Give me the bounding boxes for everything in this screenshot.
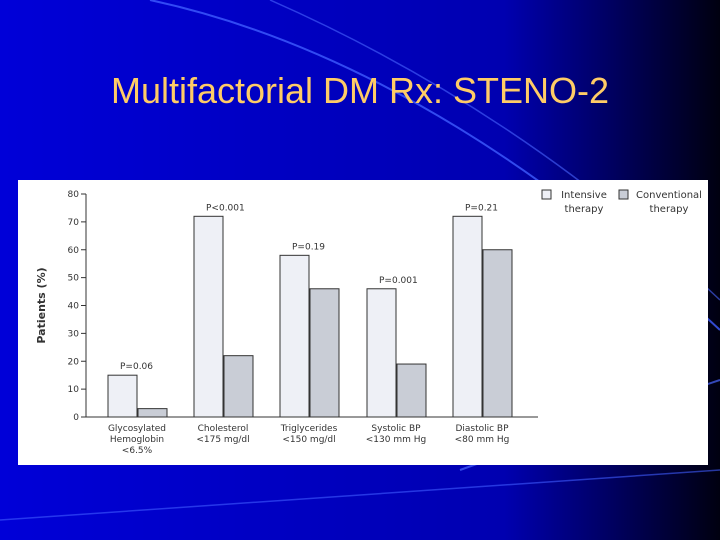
legend-label-intensive: therapy bbox=[565, 204, 604, 215]
y-tick-label: 10 bbox=[68, 385, 80, 395]
p-value-annotation: P=0.06 bbox=[120, 362, 153, 372]
x-tick-label: <175 mg/dl bbox=[196, 435, 249, 445]
chart-panel: 0 10 20 30 40 50 60 70 80 Patients (%) P=0.06 Glyco… bbox=[18, 180, 708, 465]
p-value-annotation: P<0.001 bbox=[206, 203, 245, 213]
x-tick-label: Systolic BP bbox=[371, 424, 421, 434]
y-tick-label: 20 bbox=[68, 357, 80, 367]
decorative-swoosh bbox=[0, 469, 720, 521]
bar-conventional bbox=[396, 363, 427, 418]
bar-intensive bbox=[452, 215, 483, 418]
y-axis-label: Patients (%) bbox=[35, 267, 48, 343]
legend-label-conventional: therapy bbox=[650, 204, 689, 215]
bar-intensive bbox=[279, 254, 310, 418]
bar-intensive bbox=[366, 288, 397, 418]
p-value-annotation: P=0.21 bbox=[465, 203, 498, 213]
y-tick-label: 40 bbox=[68, 302, 80, 312]
legend-swatch-intensive bbox=[541, 189, 552, 200]
bar-conventional bbox=[309, 288, 340, 418]
y-tick-label: 70 bbox=[68, 218, 80, 228]
x-tick-label: Diastolic BP bbox=[455, 424, 509, 434]
x-tick-label: <6.5% bbox=[122, 446, 153, 456]
x-tick-label: <150 mg/dl bbox=[282, 435, 335, 445]
slide-title: Multifactorial DM Rx: STENO-2 bbox=[110, 70, 610, 111]
legend-label-conventional: Conventional bbox=[636, 190, 702, 201]
bar-chart: 0 10 20 30 40 50 60 70 80 Patients (%) P=0.06 Glyco… bbox=[35, 189, 702, 456]
x-tick-label: Glycosylated bbox=[108, 424, 166, 434]
x-tick-label: Hemoglobin bbox=[110, 435, 164, 445]
y-tick-label: 50 bbox=[68, 274, 80, 284]
y-tick-label: 30 bbox=[68, 329, 80, 339]
bar-conventional bbox=[223, 355, 254, 418]
legend-label-intensive: Intensive bbox=[561, 190, 607, 201]
bar-conventional bbox=[137, 408, 168, 418]
p-value-annotation: P=0.19 bbox=[292, 242, 325, 252]
y-tick-label: 0 bbox=[73, 413, 79, 423]
x-tick-label: <80 mm Hg bbox=[455, 435, 510, 445]
bar-intensive bbox=[107, 374, 138, 418]
bar-intensive bbox=[193, 215, 224, 418]
y-tick-label: 80 bbox=[68, 190, 80, 200]
x-tick-label: <130 mm Hg bbox=[366, 435, 426, 445]
y-tick-label: 60 bbox=[68, 246, 80, 256]
bar-conventional bbox=[482, 249, 513, 418]
x-tick-label: Triglycerides bbox=[280, 424, 338, 434]
p-value-annotation: P=0.001 bbox=[379, 276, 418, 286]
x-tick-label: Cholesterol bbox=[198, 424, 249, 434]
legend-swatch-conventional bbox=[618, 189, 629, 200]
